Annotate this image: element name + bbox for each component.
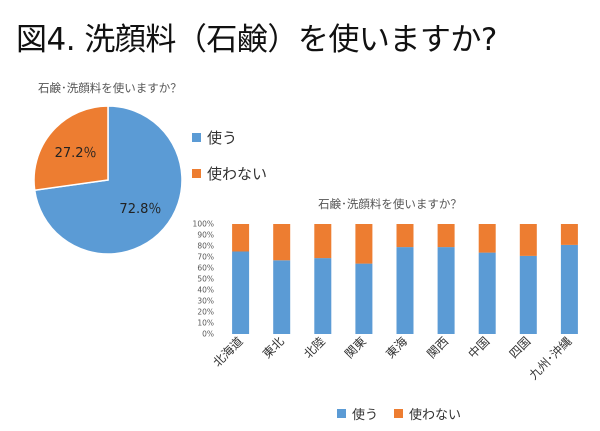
x-tick-label: 北陸	[301, 334, 328, 361]
y-tick-label: 70%	[197, 253, 214, 262]
page-title: 図4. 洗顔料（石鹸）を使いますか?	[16, 22, 497, 58]
bar-segment-use	[519, 255, 537, 334]
bar-segment-use	[478, 252, 496, 334]
pie-chart-title: 石鹸･洗顔料を使いますか？	[38, 81, 182, 95]
bar-chart-title: 石鹸･洗顔料を使いますか？	[318, 197, 462, 211]
bar-segment-use	[396, 247, 414, 334]
bar-segment-not-use	[437, 224, 455, 248]
pie-legend-label-not-use: 使わない	[207, 165, 268, 183]
bar-legend-label-use: 使う	[352, 408, 379, 423]
bar-segment-not-use	[519, 224, 537, 256]
x-tick-label: 関東	[342, 334, 369, 361]
bar-segment-not-use	[478, 224, 496, 253]
pie-data-label: 27.2％	[55, 146, 97, 161]
y-tick-label: 10%	[197, 319, 214, 328]
y-tick-label: 30%	[197, 297, 214, 306]
bar-segment-not-use	[314, 224, 332, 259]
pie-chart: 72.8％ 27.2％	[33, 105, 183, 255]
y-tick-label: 50%	[197, 275, 214, 284]
pie-legend-item-not-use: 使わない	[192, 163, 267, 184]
pie-legend-label-use: 使う	[207, 129, 238, 147]
bar-segment-not-use	[273, 224, 291, 261]
x-tick-label: 四国	[507, 334, 534, 361]
bar-segment-use	[314, 258, 332, 334]
x-tick-label: 中国	[465, 334, 493, 362]
bar-segment-use	[560, 244, 578, 334]
pie-data-label: 72.8％	[119, 202, 161, 217]
legend-swatch-use	[192, 133, 201, 142]
x-tick-label: 東海	[383, 334, 411, 362]
bar-segment-not-use	[232, 224, 250, 252]
legend-swatch-use	[337, 409, 346, 418]
pie-legend-item-use: 使う	[192, 127, 237, 148]
pie-slice-not-use	[33, 105, 109, 192]
bar-legend-label-not-use: 使わない	[409, 408, 462, 423]
x-tick-label: 関西	[424, 334, 451, 361]
bar-chart-legend: 使う 使わない	[337, 404, 461, 423]
bar-legend-item-not-use: 使わない	[394, 404, 461, 423]
y-tick-label: 100%	[193, 220, 214, 229]
y-tick-label: 40%	[197, 286, 214, 295]
y-tick-label: 0%	[202, 330, 214, 339]
bar-segment-not-use	[560, 224, 578, 245]
bar-segment-not-use	[396, 224, 414, 248]
y-tick-label: 20%	[197, 308, 214, 317]
bar-segment-use	[437, 247, 455, 334]
bar-segment-use	[232, 251, 250, 334]
bar-segment-not-use	[355, 224, 373, 264]
legend-swatch-not-use	[192, 169, 201, 178]
x-tick-label: 九州･沖縄	[526, 334, 575, 383]
bar-segment-use	[355, 263, 373, 334]
x-tick-label: 東北	[260, 334, 287, 361]
legend-swatch-not-use	[394, 409, 404, 418]
y-tick-label: 60%	[197, 264, 214, 273]
y-tick-label: 90%	[197, 231, 214, 240]
bar-segment-use	[273, 260, 291, 334]
stacked-bar-chart: 0% 10% 20% 30% 40% 50% 60% 70% 80% 90% 100% 北海道 東北 北陸…	[193, 220, 578, 383]
y-tick-label: 80%	[197, 242, 214, 251]
bar-legend-item-use: 使う	[337, 404, 378, 423]
x-tick-label: 北海道	[210, 334, 246, 370]
